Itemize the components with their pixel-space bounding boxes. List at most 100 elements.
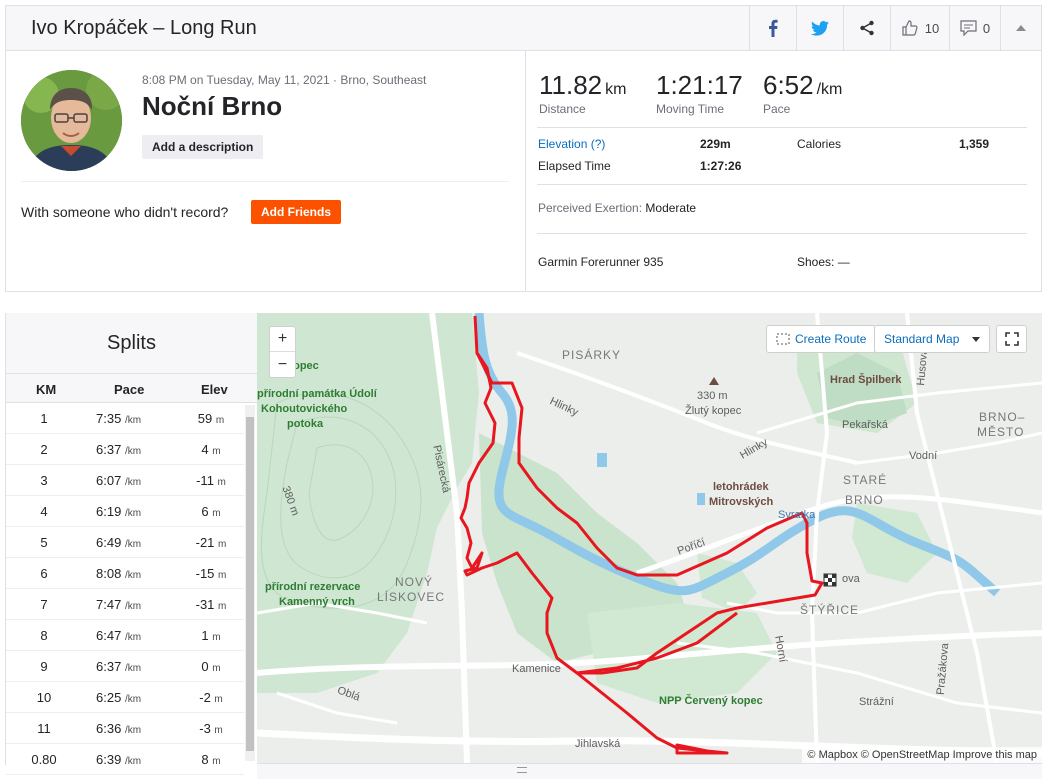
add-description-button[interactable]: Add a description <box>142 135 264 159</box>
map-style-label: Standard Map <box>884 332 960 346</box>
table-row: 10 6:25 /km -2 m <box>6 682 244 713</box>
split-pace: 6:19 /km <box>96 504 142 519</box>
stat-pace: 6:52/km Pace <box>763 70 842 116</box>
table-row: 9 6:37 /km 0 m <box>6 651 244 682</box>
activity-name: Noční Brno <box>142 91 283 121</box>
elapsed-time-label: Elapsed Time <box>538 159 611 173</box>
share-button[interactable] <box>843 6 890 50</box>
column-elev: Elev <box>201 382 228 397</box>
fullscreen-icon <box>1004 332 1019 346</box>
fullscreen-button[interactable] <box>996 325 1027 353</box>
distance-unit: km <box>605 81 627 98</box>
split-elev: -2 m <box>199 690 223 705</box>
split-pace: 6:36 /km <box>96 721 142 736</box>
map-label: Svratka <box>778 509 816 521</box>
divider <box>525 51 526 291</box>
split-elev: 4 m <box>201 442 221 457</box>
split-pace: 6:07 /km <box>96 473 142 488</box>
map-label: Pekařská <box>842 419 888 431</box>
split-elev: 0 m <box>201 659 221 674</box>
elapsed-time-value: 1:27:26 <box>700 159 742 173</box>
split-km: 7 <box>40 597 48 612</box>
split-pace: 6:39 /km <box>96 752 142 767</box>
split-elev: 1 m <box>201 628 221 643</box>
map-label: 330 m <box>697 390 728 402</box>
comments-button[interactable]: 0 <box>949 6 1000 50</box>
comment-count: 0 <box>982 20 991 36</box>
pace-label: Pace <box>763 102 791 116</box>
zoom-out-button[interactable]: − <box>277 355 288 373</box>
map-label: Kamenice <box>512 663 561 675</box>
splits-title: Splits <box>6 313 257 373</box>
zoom-controls: + − <box>269 326 296 378</box>
map-label: MĚSTO <box>977 425 1025 439</box>
split-km: 0.80 <box>31 752 57 767</box>
kudos-count: 10 <box>924 20 940 36</box>
map-style-select[interactable]: Standard Map <box>874 325 990 353</box>
moving-time-label: Moving Time <box>656 102 725 116</box>
map-label: BRNO– <box>979 410 1026 424</box>
pace-value: 6:52 <box>763 70 814 100</box>
table-row: 4 6:19 /km 6 m <box>6 496 244 527</box>
finish-flag-icon <box>823 573 837 587</box>
map-label: přírodní památka Údolí <box>257 388 377 400</box>
split-pace: 6:49 /km <box>96 535 142 550</box>
twitter-share-button[interactable] <box>796 6 843 50</box>
map-attribution[interactable]: © Mapbox © OpenStreetMap Improve this ma… <box>802 747 1042 763</box>
table-row: 2 6:37 /km 4 m <box>6 434 244 465</box>
map-resize-handle[interactable] <box>257 763 1042 779</box>
peak-icon <box>709 377 719 385</box>
kudos-button[interactable]: 10 <box>890 6 949 50</box>
split-elev: -31 m <box>195 597 227 612</box>
stat-distance: 11.82 km Distance <box>539 70 626 116</box>
splits-scrollbar-thumb[interactable] <box>246 417 254 751</box>
split-km: 2 <box>40 442 48 457</box>
splits-panel: Splits KM Pace Elev 1 7:35 /km 59 m 2 6:37 /… <box>5 313 257 775</box>
table-row: 7 7:47 /km -31 m <box>6 589 244 620</box>
map-label: STARÉ <box>843 473 888 487</box>
page-title: Ivo Kropáček – Long Run <box>31 17 257 39</box>
create-route-button[interactable]: Create Route <box>766 325 877 353</box>
shoes-label: Shoes: <box>797 255 835 269</box>
map-label: přírodní rezervace <box>265 581 361 593</box>
map-canvas <box>257 313 1042 763</box>
distance-label: Distance <box>539 102 586 116</box>
split-pace: 6:37 /km <box>96 442 142 457</box>
split-pace: 6:37 /km <box>96 659 142 674</box>
activity-header: Ivo Kropáček – Long Run 10 0 <box>5 5 1042 51</box>
facebook-icon <box>769 19 778 37</box>
activity-date-location: 8:08 PM on Tuesday, May 11, 2021 · Brno,… <box>142 73 427 87</box>
map-label: Hrad Špilberk <box>830 374 902 386</box>
table-row: 1 7:35 /km 59 m <box>6 403 244 434</box>
map-label: Strážní <box>859 696 894 708</box>
grip-icon <box>517 767 527 773</box>
map-label: Mitrovských <box>709 496 774 508</box>
comment-icon <box>960 20 977 36</box>
split-km: 10 <box>36 690 52 705</box>
exertion-label: Perceived Exertion: <box>538 201 643 215</box>
facebook-share-button[interactable] <box>749 6 796 50</box>
split-elev: -11 m <box>196 473 226 488</box>
exertion-value: Moderate <box>645 201 697 215</box>
calories-value: 1,359 <box>959 137 990 151</box>
stat-moving-time: 1:21:17 Moving Time <box>656 70 743 116</box>
avatar[interactable] <box>21 70 122 171</box>
table-row: 3 6:07 /km -11 m <box>6 465 244 496</box>
split-km: 3 <box>40 473 48 488</box>
elevation-help-link[interactable]: Elevation (?) <box>538 137 606 151</box>
moving-time-value: 1:21:17 <box>656 70 743 100</box>
split-km: 1 <box>40 411 48 426</box>
collapse-button[interactable] <box>1000 6 1041 50</box>
split-elev: -21 m <box>195 535 227 550</box>
map-label: Kamenný vrch <box>279 596 355 608</box>
add-friends-button[interactable]: Add Friends <box>251 200 342 224</box>
elevation-value: 229m <box>700 137 731 151</box>
route-map[interactable]: PISÁRKY 330 m Žlutý kopec Hrad Špilberk … <box>257 313 1042 763</box>
column-pace: Pace <box>114 382 145 397</box>
split-pace: 6:25 /km <box>96 690 142 705</box>
zoom-in-button[interactable]: + <box>270 327 295 352</box>
split-elev: 8 m <box>201 752 221 767</box>
header-actions: 10 0 <box>749 6 1041 50</box>
split-km: 6 <box>40 566 48 581</box>
split-km: 5 <box>40 535 48 550</box>
